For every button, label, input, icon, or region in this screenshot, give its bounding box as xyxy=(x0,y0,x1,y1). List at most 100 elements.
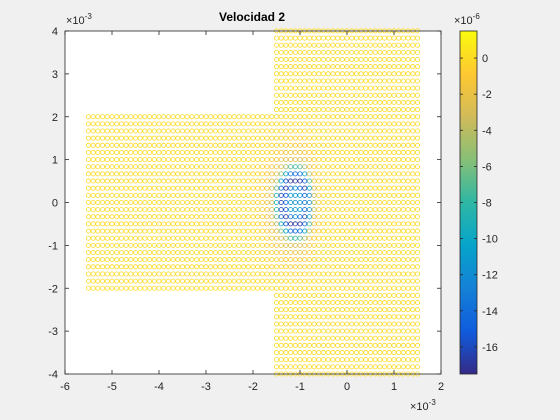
data-point xyxy=(367,71,373,77)
data-point xyxy=(320,128,326,134)
data-point xyxy=(410,192,416,198)
data-point xyxy=(297,242,303,248)
data-point xyxy=(137,121,143,127)
data-point xyxy=(405,199,411,205)
data-point xyxy=(231,257,237,263)
data-point xyxy=(363,221,369,227)
data-point xyxy=(161,285,167,291)
y-tick-label: 2 xyxy=(52,112,58,124)
data-point xyxy=(283,49,289,55)
data-point xyxy=(386,278,392,284)
data-point xyxy=(179,178,185,184)
data-point xyxy=(400,57,406,63)
data-point xyxy=(330,328,336,334)
data-point xyxy=(396,328,402,334)
data-point xyxy=(288,121,294,127)
data-point xyxy=(330,314,336,320)
data-point xyxy=(95,214,101,220)
data-point xyxy=(189,207,195,213)
data-point xyxy=(363,207,369,213)
data-point xyxy=(222,235,228,241)
data-point xyxy=(278,49,284,55)
data-point xyxy=(161,242,167,248)
data-point xyxy=(320,35,326,41)
data-point xyxy=(382,114,388,120)
data-point xyxy=(306,350,312,356)
data-point xyxy=(278,178,284,184)
data-point xyxy=(311,292,317,298)
data-point xyxy=(386,149,392,155)
data-point xyxy=(278,321,284,327)
data-point xyxy=(241,278,247,284)
data-point xyxy=(400,49,406,55)
data-point xyxy=(405,264,411,270)
data-point xyxy=(316,192,322,198)
data-point xyxy=(358,357,364,363)
data-point xyxy=(367,242,373,248)
data-point xyxy=(198,192,204,198)
data-point xyxy=(377,285,383,291)
data-point xyxy=(372,271,378,277)
x-exponent-label: ×10-3 xyxy=(410,398,436,413)
data-point xyxy=(349,192,355,198)
data-point xyxy=(377,71,383,77)
data-point xyxy=(400,85,406,91)
data-point xyxy=(320,214,326,220)
data-point xyxy=(203,142,209,148)
data-point xyxy=(241,199,247,205)
data-point xyxy=(236,185,242,191)
data-point xyxy=(391,321,397,327)
data-point xyxy=(349,221,355,227)
data-point xyxy=(297,199,303,205)
data-point xyxy=(400,171,406,177)
data-point xyxy=(245,278,251,284)
data-point xyxy=(325,185,331,191)
data-point xyxy=(231,164,237,170)
data-point xyxy=(382,207,388,213)
data-point xyxy=(273,92,279,98)
data-point xyxy=(297,214,303,220)
data-point xyxy=(259,250,265,256)
data-point xyxy=(353,178,359,184)
data-point xyxy=(297,185,303,191)
data-point xyxy=(325,264,331,270)
data-point xyxy=(123,199,129,205)
data-point xyxy=(363,64,369,70)
data-point xyxy=(283,357,289,363)
data-point xyxy=(396,99,402,105)
data-point xyxy=(255,171,261,177)
data-point xyxy=(123,192,129,198)
data-point xyxy=(410,85,416,91)
data-point xyxy=(367,121,373,127)
data-point xyxy=(175,285,181,291)
data-point xyxy=(90,199,96,205)
data-point xyxy=(358,71,364,77)
data-point xyxy=(198,257,204,263)
data-point xyxy=(198,214,204,220)
data-point xyxy=(114,142,120,148)
data-point xyxy=(377,271,383,277)
data-point xyxy=(283,221,289,227)
data-point xyxy=(208,228,214,234)
data-point xyxy=(184,257,190,263)
data-point xyxy=(386,328,392,334)
data-point xyxy=(382,92,388,98)
data-point xyxy=(255,157,261,163)
data-point xyxy=(302,328,308,334)
data-point xyxy=(400,135,406,141)
data-point xyxy=(297,321,303,327)
data-point xyxy=(222,142,228,148)
data-point xyxy=(339,271,345,277)
data-point xyxy=(118,185,124,191)
data-point xyxy=(302,207,308,213)
data-point xyxy=(344,78,350,84)
data-point xyxy=(297,228,303,234)
data-point xyxy=(132,228,138,234)
data-point xyxy=(104,185,110,191)
data-point xyxy=(414,185,420,191)
data-point xyxy=(278,307,284,313)
data-point xyxy=(222,128,228,134)
data-point xyxy=(320,149,326,155)
data-point xyxy=(156,264,162,270)
data-point xyxy=(367,342,373,348)
